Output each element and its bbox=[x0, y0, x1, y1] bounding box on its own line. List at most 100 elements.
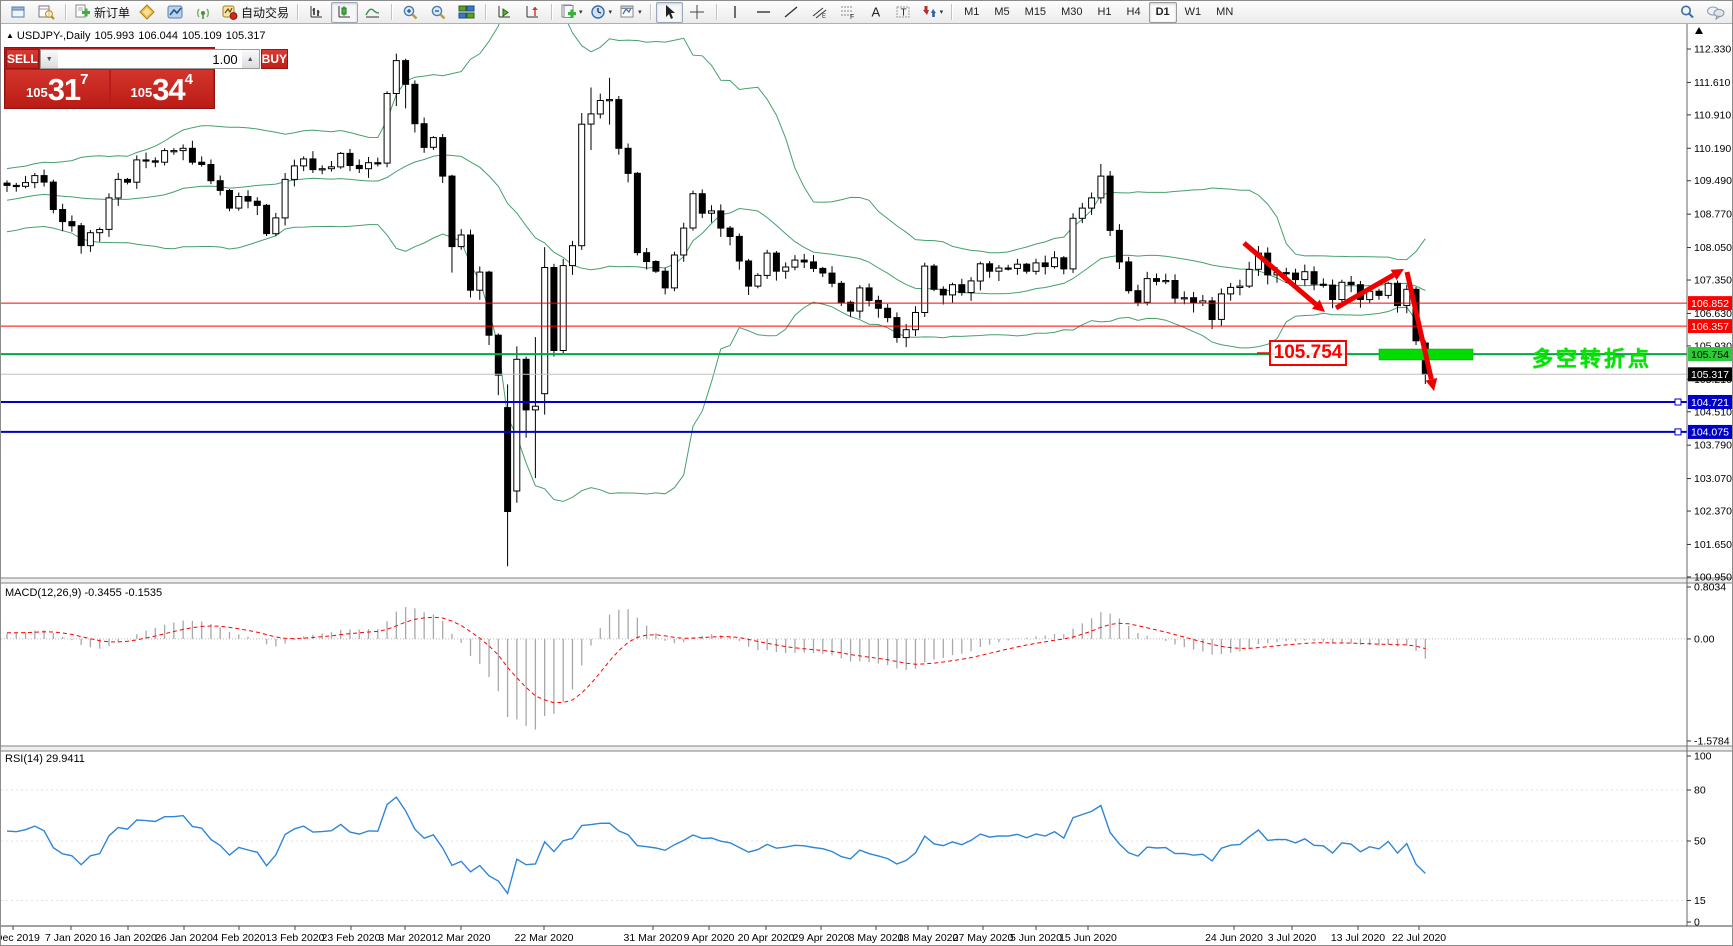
date-axis-label: 31 Mar 2020 bbox=[624, 932, 683, 944]
candle bbox=[420, 123, 428, 148]
chat-icon[interactable] bbox=[1701, 2, 1728, 23]
market-watch-icon[interactable] bbox=[134, 2, 161, 23]
timeframe-w1-button[interactable]: W1 bbox=[1184, 6, 1202, 18]
timeframe-m30-button[interactable]: M30 bbox=[1061, 6, 1083, 18]
auto-scroll-icon[interactable] bbox=[491, 2, 518, 23]
trend-arrow[interactable] bbox=[1404, 271, 1434, 380]
signal-icon[interactable] bbox=[190, 2, 217, 23]
arrows-icon[interactable]: ▾ bbox=[918, 2, 947, 23]
trend-arrow-head[interactable] bbox=[1425, 377, 1438, 391]
chevron-down-icon[interactable]: ▾ bbox=[939, 9, 944, 16]
terminal-icon[interactable] bbox=[162, 2, 189, 23]
chart-window-icon[interactable] bbox=[5, 2, 32, 23]
vertical-line-icon[interactable] bbox=[722, 2, 749, 23]
text-icon[interactable]: A bbox=[862, 2, 889, 23]
trend-arrow-head[interactable] bbox=[1390, 269, 1404, 281]
line-handle[interactable] bbox=[1674, 398, 1682, 406]
trend-arrow-head[interactable] bbox=[1311, 299, 1325, 312]
timeframe-m1-button[interactable]: M1 bbox=[964, 6, 980, 18]
candle bbox=[105, 197, 113, 230]
line-chart-icon bbox=[364, 4, 381, 20]
channel-icon: E bbox=[811, 4, 828, 20]
buy-button[interactable]: BUY bbox=[260, 49, 289, 69]
chevron-down-icon[interactable]: ▾ bbox=[579, 9, 583, 16]
candle bbox=[531, 405, 539, 411]
timeframe-h4-button[interactable]: H4 bbox=[1126, 6, 1141, 18]
timeframe-m15-button[interactable]: M15 bbox=[1024, 6, 1047, 18]
candle bbox=[1162, 280, 1170, 283]
candle bbox=[1115, 229, 1123, 263]
candle bbox=[1078, 207, 1086, 219]
volume-increase-button[interactable]: ▲ bbox=[241, 50, 259, 68]
chevron-down-icon[interactable]: ▾ bbox=[608, 9, 613, 16]
timeframe-d1-button[interactable]: D1 bbox=[1148, 1, 1177, 23]
timeframe-h1-button[interactable]: H1 bbox=[1097, 6, 1112, 18]
candlestick-chart-icon[interactable] bbox=[331, 1, 359, 23]
chart-shift-icon[interactable] bbox=[519, 2, 546, 23]
toolbar-separator bbox=[715, 4, 717, 20]
date-axis-label: 12 Mar 2020 bbox=[432, 932, 491, 944]
price-label-badge bbox=[1688, 296, 1732, 311]
candle bbox=[40, 175, 48, 183]
sell-price[interactable]: 105 31 7 bbox=[6, 70, 109, 107]
search-icon[interactable] bbox=[1674, 2, 1701, 23]
candle bbox=[1004, 267, 1012, 270]
volume-input[interactable] bbox=[57, 50, 242, 68]
sell-button[interactable]: SELL bbox=[6, 49, 39, 69]
text-label-icon[interactable]: T bbox=[890, 2, 917, 23]
buy-price-fraction: 4 bbox=[184, 71, 194, 88]
price-label-badge-text: 105.754 bbox=[1691, 349, 1729, 361]
price-callout-box[interactable]: 105.754 bbox=[1269, 340, 1347, 366]
horizontal-line-icon[interactable] bbox=[750, 2, 777, 23]
ohlc-close: 105.317 bbox=[225, 30, 266, 42]
candle bbox=[856, 287, 864, 312]
candle bbox=[921, 265, 929, 314]
chart-area[interactable]: 112.330 111.610 110.910 110.190 109.490 108.7… bbox=[1, 24, 1733, 946]
templates-icon[interactable]: ▾ bbox=[616, 2, 645, 23]
line-handle[interactable] bbox=[1674, 428, 1682, 436]
new-order-button[interactable]: 新订单 bbox=[71, 2, 133, 23]
indicators-icon[interactable]: ▾ bbox=[557, 2, 586, 23]
line-chart-icon[interactable] bbox=[359, 2, 386, 23]
pane-splitter[interactable] bbox=[1, 746, 1733, 751]
channel-icon[interactable]: E bbox=[806, 2, 833, 23]
trend-arrow[interactable] bbox=[1334, 272, 1395, 311]
timeframe-m5-button[interactable]: M5 bbox=[994, 6, 1010, 18]
tile-windows-icon[interactable] bbox=[453, 2, 480, 23]
autotrade-button[interactable]: 自动交易 bbox=[218, 2, 292, 23]
pane-splitter[interactable] bbox=[1, 578, 1733, 583]
candle bbox=[995, 267, 1003, 272]
turning-point-text[interactable]: 多空转折点 bbox=[1532, 347, 1652, 371]
price-label-badge bbox=[1688, 394, 1732, 409]
bar-chart-icon[interactable] bbox=[303, 2, 330, 23]
cursor-icon[interactable] bbox=[655, 1, 683, 23]
timeframe-mn-button[interactable]: MN bbox=[1216, 6, 1234, 18]
trend-arrow[interactable] bbox=[1242, 241, 1318, 307]
candle bbox=[1217, 293, 1225, 320]
chevron-down-icon[interactable]: ▾ bbox=[638, 9, 642, 16]
crosshair-icon[interactable] bbox=[684, 2, 711, 23]
price-axis-label: 102.370 bbox=[1694, 506, 1732, 518]
buy-price[interactable]: 105 34 4 bbox=[110, 70, 213, 107]
price-axis-label: 107.350 bbox=[1694, 275, 1732, 287]
chart-canvas[interactable]: 112.330 111.610 110.910 110.190 109.490 108.7… bbox=[1, 24, 1733, 946]
periods-icon[interactable]: ▾ bbox=[587, 2, 616, 23]
zoom-in-icon[interactable] bbox=[397, 2, 424, 23]
fibonacci-icon[interactable]: F bbox=[834, 2, 861, 23]
chart-collapse-icon[interactable]: ▲ bbox=[6, 31, 14, 40]
data-window-icon[interactable] bbox=[33, 2, 60, 23]
bar-chart-icon bbox=[308, 4, 325, 20]
candle bbox=[1338, 281, 1346, 300]
data-window-icon bbox=[38, 4, 55, 20]
volume-decrease-button[interactable]: ▼ bbox=[40, 50, 58, 68]
price-label-badge bbox=[1688, 367, 1732, 382]
price-scale-marker-icon[interactable] bbox=[1695, 27, 1703, 34]
toolbar-separator bbox=[297, 4, 299, 20]
candle bbox=[383, 93, 391, 164]
trendline-icon[interactable] bbox=[778, 2, 805, 23]
toolbar: 新订单 自动交易 ▾ ▾ ▾ E F A T ▾ M1 M5 M15 M30 H1 H4 D1 W1 MN bbox=[1, 1, 1732, 24]
candle bbox=[235, 196, 243, 209]
zoom-out-icon[interactable] bbox=[425, 2, 452, 23]
autotrade-button-label: 自动交易 bbox=[241, 5, 290, 20]
